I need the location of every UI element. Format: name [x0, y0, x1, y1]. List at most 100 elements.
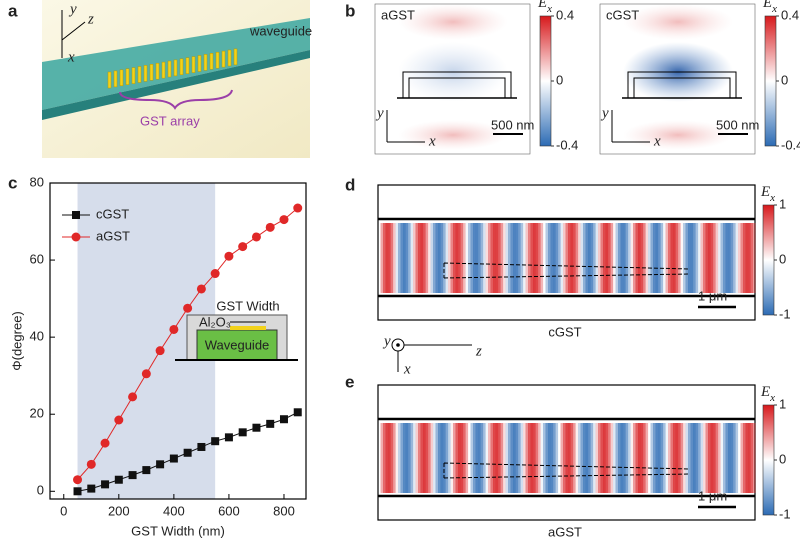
field-stripe [430, 423, 434, 493]
field-stripe [593, 423, 596, 493]
axis-label: y [600, 105, 609, 121]
field-stripe [433, 223, 436, 293]
field-stripe [473, 423, 476, 493]
gst-array-outline [443, 462, 691, 479]
colorbar-label-subscript: x [546, 3, 552, 15]
x-tick-label: 200 [108, 503, 130, 518]
field-stripe [543, 423, 546, 493]
field-stripe [545, 223, 549, 293]
field-stripe [508, 423, 511, 493]
gst-bar [125, 68, 130, 85]
field-stripe [703, 223, 706, 293]
field-stripe [513, 223, 516, 293]
gst-bar [149, 64, 154, 81]
panel-letter: e [345, 372, 354, 391]
field-stripe [565, 423, 569, 493]
y-tick-label: 60 [30, 252, 44, 267]
field-stripe [588, 223, 591, 293]
data-point [100, 438, 110, 448]
field-stripe [720, 423, 724, 493]
field-stripe [703, 423, 706, 493]
inset-cladding-label: Al₂O₃ [199, 314, 231, 329]
field-stripe [538, 223, 541, 293]
gst-bar [185, 57, 190, 74]
gst-bar [161, 61, 166, 79]
field-stripe [608, 423, 611, 493]
field-stripe [603, 423, 606, 493]
field-stripe [695, 223, 699, 293]
field-stripe [553, 223, 556, 293]
field-stripe [560, 423, 564, 493]
axis-label: y [68, 1, 77, 17]
field-stripe [745, 423, 749, 493]
data-point [279, 415, 288, 424]
field-stripe [583, 423, 586, 493]
field-stripe [415, 423, 419, 493]
map-title: cGST [548, 324, 581, 339]
field-stripe [723, 423, 726, 493]
field-stripe [598, 223, 601, 293]
field-stripe [450, 223, 454, 293]
field-stripe [495, 223, 499, 293]
field-stripe [383, 223, 386, 293]
field-stripe [698, 423, 701, 493]
field-stripe [575, 423, 579, 493]
gst-bar [191, 56, 196, 73]
map-title: cGST [606, 7, 639, 22]
panel-letter: d [345, 175, 355, 194]
gst-array-outline [443, 262, 691, 279]
data-point [238, 242, 248, 252]
field-stripe [458, 223, 461, 293]
legend-marker [72, 211, 80, 219]
field-stripe [428, 223, 431, 293]
field-stripe [585, 223, 589, 293]
field-stripe [700, 223, 704, 293]
data-point [252, 423, 261, 432]
field-stripe [523, 423, 526, 493]
field-stripe [673, 223, 676, 293]
field-stripe [663, 223, 666, 293]
inset-core [196, 329, 278, 361]
colorbar-label-subscript: x [769, 192, 775, 204]
axis-label: x [653, 133, 661, 149]
gst-bar [221, 50, 226, 68]
field-stripe [640, 423, 644, 493]
field-stripe [630, 223, 634, 293]
field-stripe [728, 223, 731, 293]
colorbar-tick-label: -1 [779, 506, 791, 521]
field-stripe [683, 223, 686, 293]
field-stripe [408, 223, 411, 293]
field-stripe [423, 223, 426, 293]
y-axis-label: Φ(degree) [9, 311, 24, 371]
field-stripe [525, 423, 529, 493]
inset-core-label: Waveguide [205, 337, 270, 352]
field-stripe [530, 423, 534, 493]
field-stripe [413, 423, 416, 493]
field-stripe [530, 223, 534, 293]
field-stripe [433, 423, 436, 493]
brace [119, 89, 233, 110]
colorbar-tick-label: 1 [779, 196, 786, 211]
field-stripe [410, 223, 414, 293]
field-stripe [450, 423, 454, 493]
gst-bar [143, 65, 148, 82]
field-stripe [625, 423, 629, 493]
x-tick-label: 400 [163, 503, 185, 518]
data-point [183, 303, 193, 313]
field-stripe [408, 423, 411, 493]
field-stripe [453, 423, 456, 493]
field-stripe [393, 423, 396, 493]
field-stripe [673, 423, 676, 493]
field-stripe [733, 423, 736, 493]
field-stripe [568, 223, 571, 293]
field-stripe [425, 223, 429, 293]
field-stripe [570, 423, 574, 493]
field-stripe [548, 223, 551, 293]
field-stripe [463, 223, 466, 293]
field-stripe [680, 423, 684, 493]
field-stripe [533, 223, 536, 293]
field-stripe [753, 423, 756, 493]
field-stripe [403, 423, 406, 493]
field-stripe [600, 223, 604, 293]
